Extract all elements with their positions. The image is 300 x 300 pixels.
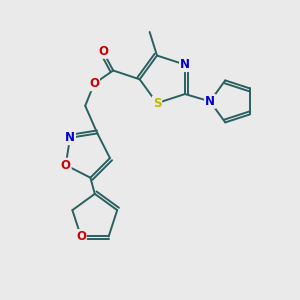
Text: O: O — [61, 159, 71, 172]
Text: N: N — [205, 95, 215, 108]
Text: N: N — [180, 58, 190, 71]
Text: S: S — [153, 97, 161, 110]
Text: N: N — [65, 131, 75, 144]
Text: O: O — [89, 77, 99, 90]
Text: O: O — [98, 45, 108, 58]
Text: O: O — [76, 230, 86, 243]
